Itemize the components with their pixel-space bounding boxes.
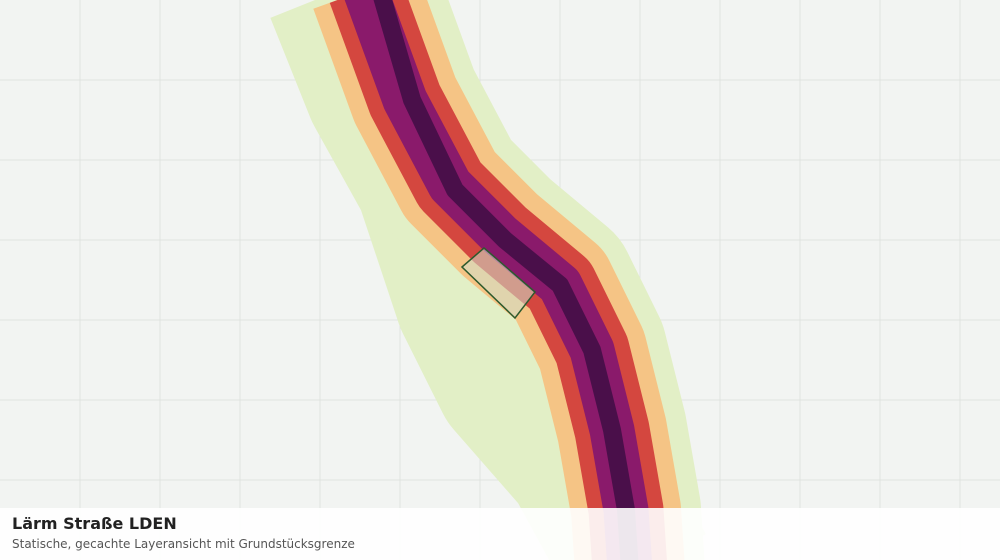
parcel-boundary [460, 247, 537, 320]
layer-title: Lärm Straße LDEN [12, 514, 177, 533]
noise-layer [270, 0, 706, 560]
caption-panel: Lärm Straße LDEN Statische, gecachte Lay… [0, 508, 1000, 560]
layer-subtitle: Statische, gecachte Layeransicht mit Gru… [12, 537, 355, 551]
